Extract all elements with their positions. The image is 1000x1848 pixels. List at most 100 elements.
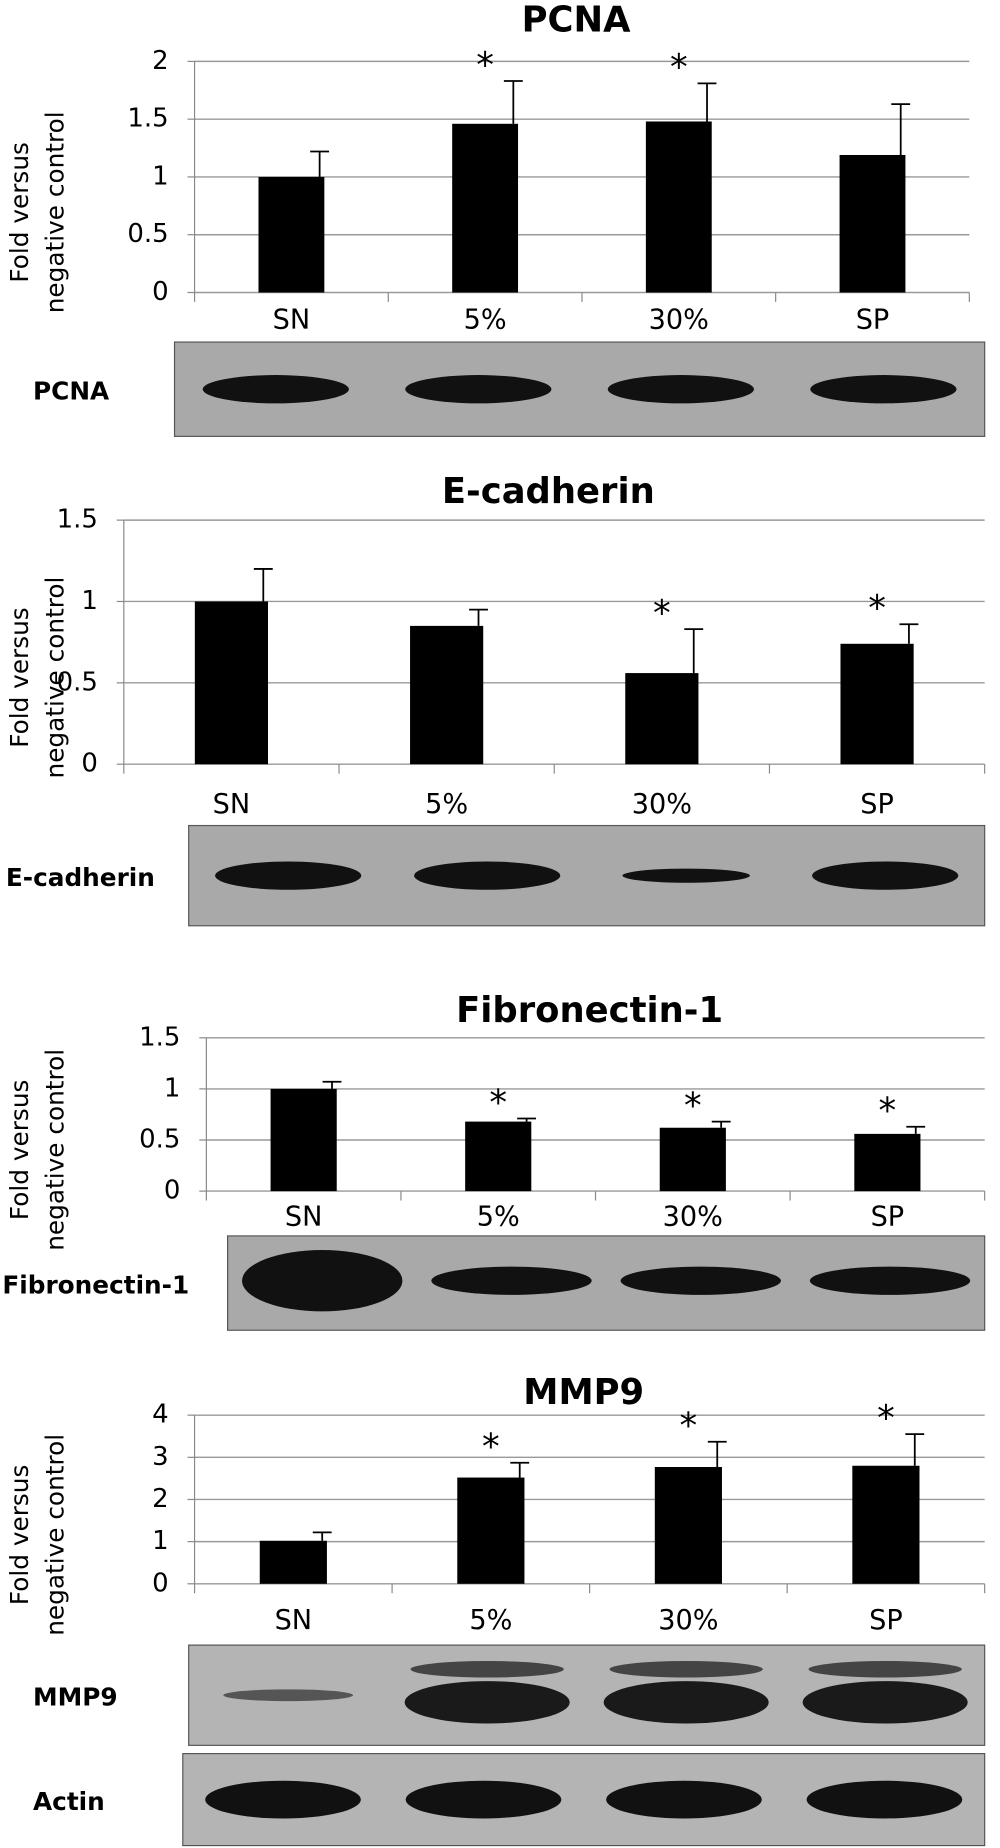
x-tick-label: 30% (632, 789, 692, 820)
blot-band (223, 1689, 354, 1702)
blot-band (607, 375, 754, 404)
y-tick-label: 1 (152, 161, 169, 191)
x-tick-label: SN (275, 1605, 312, 1636)
blot-band (404, 1681, 570, 1724)
blot-band (215, 861, 362, 890)
significance-mark: * (482, 1427, 500, 1468)
y-tick-label: 4 (152, 1400, 169, 1430)
bar (259, 1540, 327, 1584)
y-tick-label: 0 (152, 277, 169, 307)
significance-mark: * (680, 1406, 698, 1447)
x-tick-label: 5% (477, 1202, 520, 1233)
bar (654, 1467, 722, 1584)
y-tick-label: 0.5 (139, 1124, 180, 1154)
significance-mark: * (476, 45, 494, 86)
blot-band (808, 1661, 962, 1678)
blot-band (620, 1266, 781, 1295)
blot-label: Actin (33, 1787, 105, 1816)
y-tick-label: 1 (81, 586, 98, 616)
y-tick-label: 1.5 (57, 505, 98, 535)
x-tick-label: 5% (469, 1605, 512, 1636)
x-tick-label: 30% (649, 304, 709, 335)
bar (854, 1133, 921, 1192)
y-tick-label: 2 (152, 46, 169, 76)
blot-band (622, 868, 750, 883)
y-tick-label: 0 (81, 749, 98, 779)
blot-band (810, 375, 957, 404)
x-tick-label: SN (273, 304, 311, 335)
blot-band (431, 1266, 592, 1295)
significance-mark: * (877, 1398, 895, 1439)
bar (258, 176, 325, 293)
x-tick-label: SN (213, 789, 251, 820)
blot-band (603, 1681, 769, 1724)
significance-mark: * (670, 47, 688, 88)
x-tick-label: SN (285, 1202, 323, 1233)
blot-band (812, 861, 959, 890)
y-axis-label: negative control (41, 577, 70, 779)
bar (852, 1465, 920, 1584)
bar (452, 123, 519, 293)
x-tick-label: SP (856, 304, 890, 335)
blot-label: MMP9 (33, 1683, 118, 1712)
bar (840, 643, 914, 765)
y-tick-label: 0.5 (127, 219, 168, 249)
y-axis-label: negative control (41, 1049, 70, 1251)
blot-band (802, 1681, 968, 1724)
chart-title: E-cadherin (442, 471, 655, 512)
x-tick-label: 5% (425, 789, 468, 820)
y-axis-label: Fold versus (5, 142, 34, 282)
chart-title: Fibronectin-1 (456, 990, 723, 1031)
bar (465, 1121, 532, 1192)
blot-band (609, 1661, 763, 1678)
blot-band (806, 1780, 963, 1819)
bar (457, 1477, 525, 1584)
blot-band (809, 1266, 971, 1295)
x-tick-label: SP (871, 1202, 905, 1233)
bar (645, 121, 712, 293)
y-tick-label: 0 (152, 1568, 169, 1598)
blot-band (405, 375, 552, 404)
y-tick-label: 1 (152, 1526, 169, 1556)
blot-label: E-cadherin (6, 863, 155, 892)
blot-band (405, 1780, 562, 1819)
y-tick-label: 0.5 (57, 667, 98, 697)
y-axis-label: Fold versus (5, 607, 34, 747)
blot-band (414, 861, 561, 890)
x-tick-label: 5% (464, 304, 507, 335)
y-tick-label: 0 (164, 1176, 181, 1206)
x-tick-label: 30% (663, 1202, 723, 1233)
significance-mark: * (879, 1091, 897, 1132)
x-tick-label: SP (869, 1605, 903, 1636)
significance-mark: * (489, 1082, 507, 1123)
y-tick-label: 1.5 (127, 104, 168, 134)
y-tick-label: 3 (152, 1442, 169, 1472)
y-tick-label: 2 (152, 1484, 169, 1514)
x-tick-label: SP (860, 789, 894, 820)
bar (659, 1127, 726, 1192)
y-axis-label: Fold versus (5, 1080, 34, 1220)
y-axis-label: negative control (41, 1434, 70, 1636)
chart-title: MMP9 (523, 1372, 644, 1413)
bar (194, 601, 269, 765)
significance-mark: * (868, 588, 886, 629)
y-tick-label: 1 (164, 1073, 181, 1103)
blot-band (410, 1661, 564, 1678)
significance-mark: * (653, 593, 671, 634)
x-tick-label: 30% (658, 1605, 718, 1636)
bar (839, 154, 906, 293)
bar (270, 1088, 337, 1192)
y-axis-label: negative control (41, 111, 70, 313)
chart-title: PCNA (522, 0, 631, 40)
y-tick-label: 1.5 (139, 1022, 180, 1052)
blot-band (205, 1780, 361, 1819)
bar (410, 625, 484, 765)
blot-band (606, 1780, 762, 1819)
blot-band (202, 375, 349, 404)
blot-band (242, 1250, 403, 1312)
blot-label: Fibronectin-1 (2, 1271, 189, 1300)
y-axis-label: Fold versus (5, 1465, 34, 1605)
blot-label: PCNA (33, 377, 110, 406)
significance-mark: * (684, 1085, 702, 1126)
